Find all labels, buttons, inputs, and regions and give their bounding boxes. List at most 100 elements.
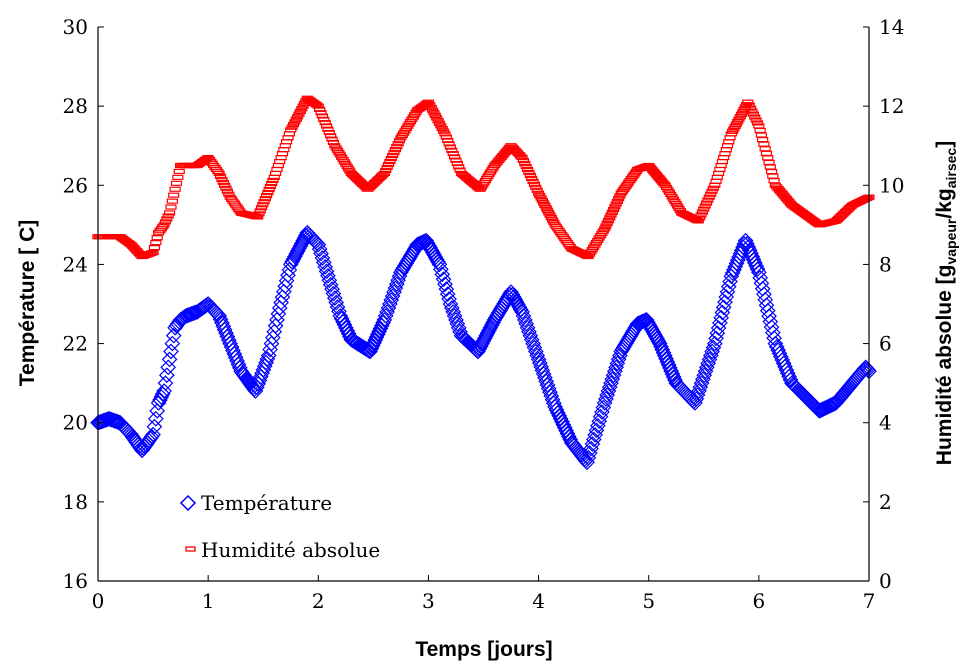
humidity-point <box>285 127 297 133</box>
temperature-point <box>160 359 177 376</box>
temperature-point <box>165 327 182 344</box>
humidity-point <box>759 146 771 152</box>
temperature-point <box>333 310 350 327</box>
humidity-point <box>169 186 181 192</box>
humidity-point <box>692 218 704 224</box>
humidity-point <box>746 108 758 114</box>
humidity-point <box>258 199 270 205</box>
temperature-point <box>315 254 332 271</box>
humidity-point <box>173 168 185 175</box>
humidity-point <box>385 155 397 162</box>
humidity-point <box>378 170 390 177</box>
temperature-point <box>161 351 178 368</box>
humidity-point <box>763 159 775 166</box>
temperature-point <box>650 333 667 350</box>
series-temperature <box>90 224 877 471</box>
humidity-point <box>267 177 279 184</box>
temperature-point <box>653 338 669 355</box>
x-tick-label: 5 <box>642 589 655 613</box>
humidity-point <box>609 204 621 210</box>
humidity-point <box>611 198 623 205</box>
humidity-point <box>312 103 324 109</box>
temperature-point <box>99 411 116 428</box>
humidity-point <box>163 210 176 216</box>
temperature-point <box>658 350 674 367</box>
temperature-point <box>320 267 336 284</box>
humidity-point <box>707 185 720 191</box>
temperature-point <box>314 250 331 266</box>
humidity-point <box>392 141 404 147</box>
temperature-point <box>584 436 601 452</box>
y-right-tick-label: 2 <box>879 490 892 514</box>
humidity-point <box>700 200 713 206</box>
y-right-title-sub2: airsec <box>943 148 959 189</box>
temperature-point <box>663 363 680 379</box>
humidity-point <box>702 197 714 203</box>
humidity-point <box>605 212 617 218</box>
y-right-tick-label: 10 <box>879 173 904 197</box>
humidity-point <box>432 118 444 124</box>
y-left-tick-label: 24 <box>63 252 88 276</box>
temperature-point <box>522 327 539 344</box>
humidity-point <box>516 154 528 161</box>
temperature-point <box>552 410 569 427</box>
humidity-point <box>450 157 462 163</box>
temperature-point <box>318 263 335 280</box>
humidity-point <box>384 158 396 165</box>
humidity-point <box>519 160 531 167</box>
humidity-point <box>162 213 174 219</box>
humidity-point <box>158 222 170 228</box>
temperature-point <box>432 261 449 278</box>
temperature-point <box>149 402 166 419</box>
humidity-point <box>376 173 388 179</box>
temperature-point <box>179 307 196 324</box>
humidity-point <box>753 123 765 129</box>
temperature-point <box>526 339 543 356</box>
humidity-point <box>757 137 769 143</box>
humidity-point <box>253 211 265 217</box>
humidity-point <box>443 141 455 147</box>
temperature-point <box>156 383 172 399</box>
humidity-point <box>213 170 225 177</box>
y-left-tick-label: 18 <box>63 490 88 514</box>
temperature-point <box>163 343 179 360</box>
humidity-point <box>170 180 183 186</box>
temperature-point <box>595 399 612 416</box>
humidity-point <box>767 173 779 179</box>
temperature-point <box>521 323 537 340</box>
humidity-point <box>742 99 754 105</box>
humidity-point <box>316 113 329 119</box>
temperature-point <box>310 236 327 253</box>
temperature-point <box>649 330 665 347</box>
temperature-point <box>158 367 175 384</box>
humidity-point <box>159 219 172 225</box>
humidity-point <box>705 191 717 197</box>
temperature-point <box>430 254 446 270</box>
temperature-point <box>108 413 124 430</box>
humidity-point <box>382 161 395 168</box>
humidity-point <box>439 131 451 137</box>
humidity-point <box>148 245 161 251</box>
temperature-point <box>164 335 181 352</box>
temperature-point <box>590 417 606 434</box>
temperature-point <box>145 426 161 443</box>
legend: Température Humidité absolue <box>179 491 380 562</box>
y-right-axis-title: Humidité absolue [gvapeur/kgairsec] <box>933 141 959 465</box>
humidity-point <box>320 123 333 129</box>
temperature-point <box>525 335 541 352</box>
temperature-point <box>554 413 570 430</box>
humidity-point <box>220 185 232 191</box>
temperature-point <box>647 328 664 345</box>
temperature-point <box>325 285 342 302</box>
temperature-point <box>555 416 572 433</box>
humidity-point <box>442 137 454 144</box>
temperature-point <box>558 422 574 439</box>
temperature-point <box>656 347 673 364</box>
y-left-tick-label: 28 <box>63 94 88 118</box>
temperature-point <box>514 304 530 320</box>
humidity-point <box>698 206 710 212</box>
temperature-point <box>511 299 528 315</box>
temperature-point <box>446 308 463 324</box>
humidity-point <box>749 114 761 120</box>
temperature-point <box>662 360 678 376</box>
